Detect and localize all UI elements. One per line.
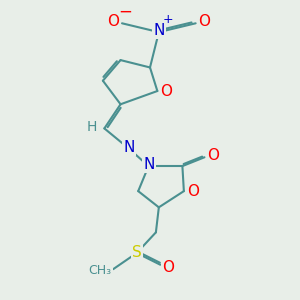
Text: O: O: [163, 260, 175, 274]
Text: O: O: [199, 14, 211, 29]
Text: +: +: [162, 13, 173, 26]
Text: CH₃: CH₃: [88, 264, 112, 277]
Text: O: O: [187, 184, 199, 199]
Text: S: S: [132, 245, 142, 260]
Text: N: N: [143, 157, 155, 172]
Text: O: O: [160, 83, 172, 98]
Text: N: N: [124, 140, 135, 155]
Text: O: O: [207, 148, 219, 163]
Text: H: H: [87, 120, 97, 134]
Text: −: −: [118, 3, 132, 21]
Text: N: N: [153, 23, 164, 38]
Text: O: O: [107, 14, 119, 29]
